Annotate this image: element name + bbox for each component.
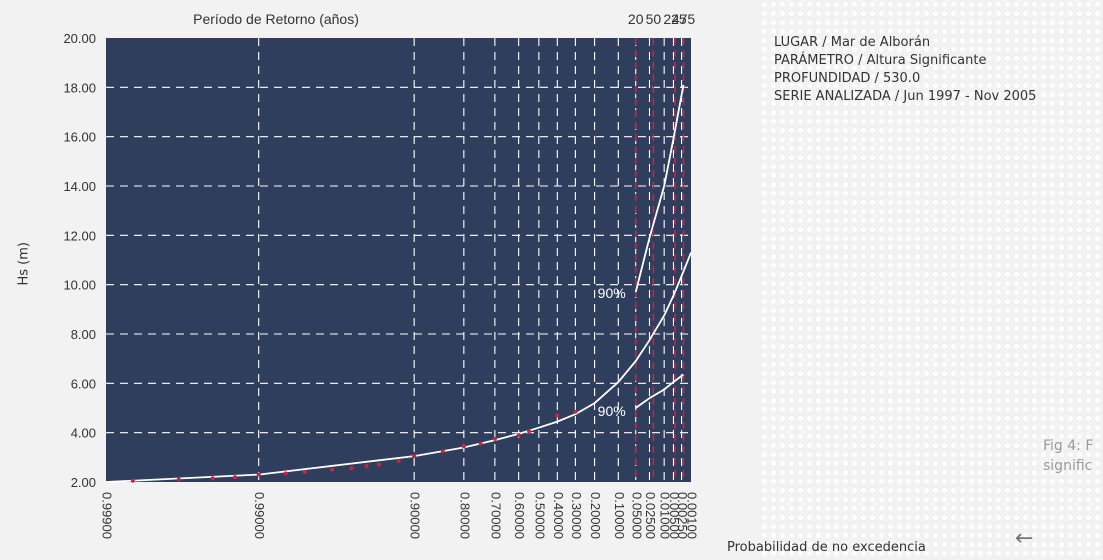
- data-point: [283, 471, 288, 476]
- label-layer: 2.00 4.00 6.00 8.00 10.00 12.00 14.00 16.00 18.0…: [63, 11, 699, 539]
- caption-line-2: signific: [1043, 458, 1093, 474]
- info-serie: SERIE ANALIZADA / Jun 1997 - Nov 2005: [774, 89, 1037, 104]
- x-tick-label: 0.10000: [612, 492, 627, 539]
- info-panel: LUGAR / Mar de Alborán PARÁMETRO / Altur…: [774, 34, 1036, 106]
- series-line: [105, 252, 692, 483]
- x-tick-label: 0.80000: [457, 492, 472, 539]
- data-point: [232, 475, 237, 480]
- info-profundidad: PROFUNDIDAD / 530.0: [774, 71, 921, 86]
- x-tick-label: 0.60000: [512, 492, 527, 539]
- top-tick-label: 20: [628, 11, 644, 27]
- y-tick-label: 2.00: [71, 475, 96, 490]
- data-point: [573, 409, 578, 414]
- x-tick-label: 0.40000: [551, 492, 566, 539]
- x-tick-label: 0.02500: [643, 492, 658, 539]
- data-point: [130, 478, 135, 483]
- data-point: [478, 441, 483, 446]
- back-arrow-icon[interactable]: ←: [1015, 526, 1034, 551]
- data-point: [412, 454, 417, 459]
- data-point: [555, 413, 560, 418]
- x-tick-label: 0.00500: [667, 492, 682, 539]
- y-tick-label: 14.00: [63, 179, 96, 194]
- info-lugar: LUGAR / Mar de Alborán: [774, 35, 931, 50]
- confidence-label: 90%: [598, 403, 626, 419]
- data-point: [376, 462, 381, 467]
- top-tick-label: 50: [646, 11, 662, 27]
- data-point: [492, 436, 497, 441]
- series-line: [634, 84, 685, 293]
- data-point: [302, 470, 307, 475]
- y-axis-label: Hs (m): [16, 242, 32, 286]
- x-tick-label: 0.99000: [252, 492, 267, 539]
- y-tick-label: 20.00: [63, 31, 96, 46]
- x-tick-label: 0.90000: [408, 492, 423, 539]
- data-point: [176, 477, 181, 482]
- data-point: [349, 466, 354, 471]
- y-tick-label: 8.00: [71, 327, 96, 342]
- data-point: [396, 459, 401, 464]
- top-tick-label: 225: [663, 11, 687, 27]
- x-tick-label: 0.00100: [685, 492, 700, 539]
- x-tick-label: 0.01000: [658, 492, 673, 539]
- y-tick-label: 10.00: [63, 278, 96, 293]
- plot-background: [106, 38, 691, 482]
- data-point: [210, 476, 215, 481]
- y-tick-label: 4.00: [71, 426, 96, 441]
- confidence-label: 90%: [598, 285, 626, 301]
- y-tick-label: 16.00: [63, 130, 96, 145]
- x-tick-label: 0.20000: [588, 492, 603, 539]
- data-point: [330, 467, 335, 472]
- return-period-lines: [634, 38, 685, 482]
- top-tick-label: 475: [672, 11, 696, 27]
- series-layer: [105, 84, 692, 483]
- x-tick-label: 0.99900: [100, 492, 115, 539]
- caption-line-1: Fig 4: F: [1043, 438, 1094, 454]
- y-tick-label: 12.00: [63, 228, 96, 243]
- x-tick-label: 0.50000: [532, 492, 547, 539]
- dot-pattern-decoration: [760, 0, 1103, 560]
- x-tick-label: 0.00250: [675, 492, 690, 539]
- data-point: [516, 433, 521, 438]
- data-point: [461, 444, 466, 449]
- y-tick-label: 6.00: [71, 376, 96, 391]
- data-point: [440, 449, 445, 454]
- x-axis-label: Probabilidad de no excedencia: [727, 540, 926, 555]
- x-tick-label: 0.30000: [569, 492, 584, 539]
- info-parametro: PARÁMETRO / Altura Significante: [774, 53, 987, 68]
- x-tick-label: 0.05000: [629, 492, 644, 539]
- data-point: [527, 429, 532, 434]
- series-line: [635, 373, 684, 409]
- x-tick-label: 0.70000: [488, 492, 503, 539]
- top-axis-title: Período de Retorno (años): [193, 11, 359, 27]
- figure-caption: Fig 4: F signific: [1043, 436, 1093, 476]
- data-point: [364, 463, 369, 468]
- data-point: [256, 472, 261, 477]
- y-tick-label: 18.00: [63, 80, 96, 95]
